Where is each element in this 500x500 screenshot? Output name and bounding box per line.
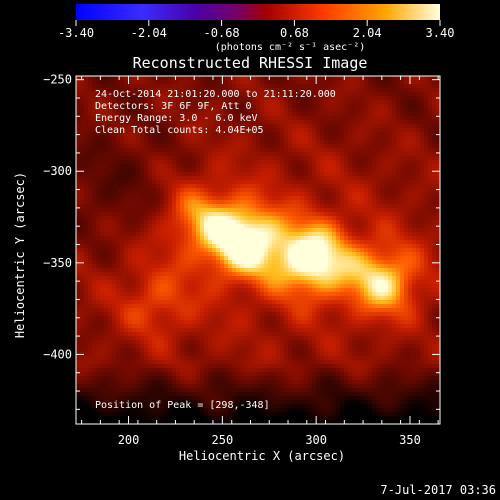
y-axis-label: Heliocentric Y (arcsec) [13, 172, 27, 338]
y-tick-label: −300 [43, 164, 72, 178]
peak-position-label: Position of Peak = [298,-348] [95, 400, 270, 411]
y-tick-label: −350 [43, 256, 72, 270]
info-line: 24-Oct-2014 21:01:20.000 to 21:11:20.000 [95, 89, 336, 100]
colorbar-tick-label: 3.40 [426, 26, 455, 40]
heatmap-image [76, 76, 440, 424]
x-tick-label: 350 [399, 433, 421, 447]
chart-title: Reconstructed RHESSI Image [133, 54, 368, 72]
colorbar-tick-label: 0.68 [280, 26, 309, 40]
colorbar-tick-label: -2.04 [131, 26, 167, 40]
x-tick-label: 250 [212, 433, 234, 447]
colorbar [76, 4, 440, 20]
y-tick-label: −400 [43, 347, 72, 361]
info-line: Energy Range: 3.0 - 6.0 keV [95, 113, 258, 124]
info-line: Detectors: 3F 6F 9F, Att 0 [95, 101, 252, 112]
plot-frame [75, 75, 441, 425]
info-block: 24-Oct-2014 21:01:20.000 to 21:11:20.000… [95, 89, 336, 136]
colorbar-unit: (photons cm⁻² s⁻¹ asec⁻²) [215, 42, 366, 53]
axis-ticks: 200 250 300 350 −250 −300 −350 −400 [43, 73, 440, 447]
date-stamp: 7-Jul-2017 03:36 [380, 483, 496, 497]
x-axis-label: Heliocentric X (arcsec) [179, 449, 345, 463]
colorbar-ticks: -3.40 -2.04 -0.68 0.68 2.04 3.40 [58, 20, 455, 40]
x-tick-label: 300 [305, 433, 327, 447]
y-tick-label: −250 [43, 73, 72, 87]
colorbar-tick-label: 2.04 [353, 26, 382, 40]
x-tick-label: 200 [118, 433, 140, 447]
info-line: Clean Total counts: 4.04E+05 [95, 125, 264, 136]
colorbar-tick-label: -0.68 [204, 26, 240, 40]
plot-area [75, 75, 441, 425]
colorbar-tick-label: -3.40 [58, 26, 94, 40]
